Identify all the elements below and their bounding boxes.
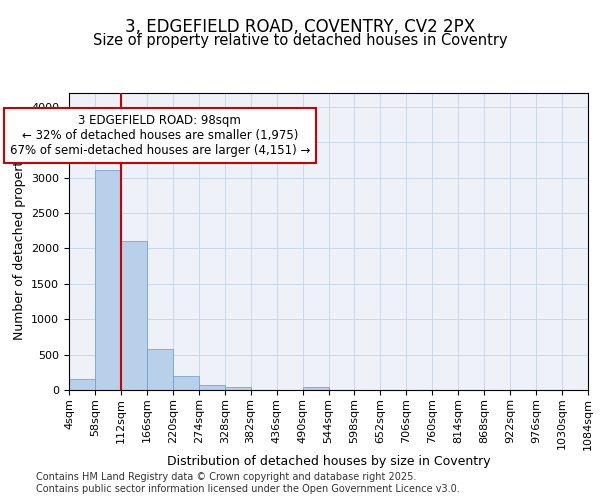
- Bar: [173, 376, 199, 390]
- Bar: [302, 387, 329, 390]
- Bar: [69, 380, 95, 390]
- Bar: [147, 349, 173, 390]
- Text: 3 EDGEFIELD ROAD: 98sqm
← 32% of detached houses are smaller (1,975)
67% of semi: 3 EDGEFIELD ROAD: 98sqm ← 32% of detache…: [10, 114, 310, 157]
- Text: Contains HM Land Registry data © Crown copyright and database right 2025.: Contains HM Land Registry data © Crown c…: [36, 472, 416, 482]
- Text: Contains public sector information licensed under the Open Government Licence v3: Contains public sector information licen…: [36, 484, 460, 494]
- Text: 3, EDGEFIELD ROAD, COVENTRY, CV2 2PX: 3, EDGEFIELD ROAD, COVENTRY, CV2 2PX: [125, 18, 475, 36]
- X-axis label: Distribution of detached houses by size in Coventry: Distribution of detached houses by size …: [167, 455, 490, 468]
- Text: Size of property relative to detached houses in Coventry: Size of property relative to detached ho…: [92, 32, 508, 48]
- Bar: [199, 385, 224, 390]
- Bar: [225, 387, 251, 390]
- Bar: [95, 170, 121, 390]
- Y-axis label: Number of detached properties: Number of detached properties: [13, 143, 26, 340]
- Bar: [121, 242, 147, 390]
